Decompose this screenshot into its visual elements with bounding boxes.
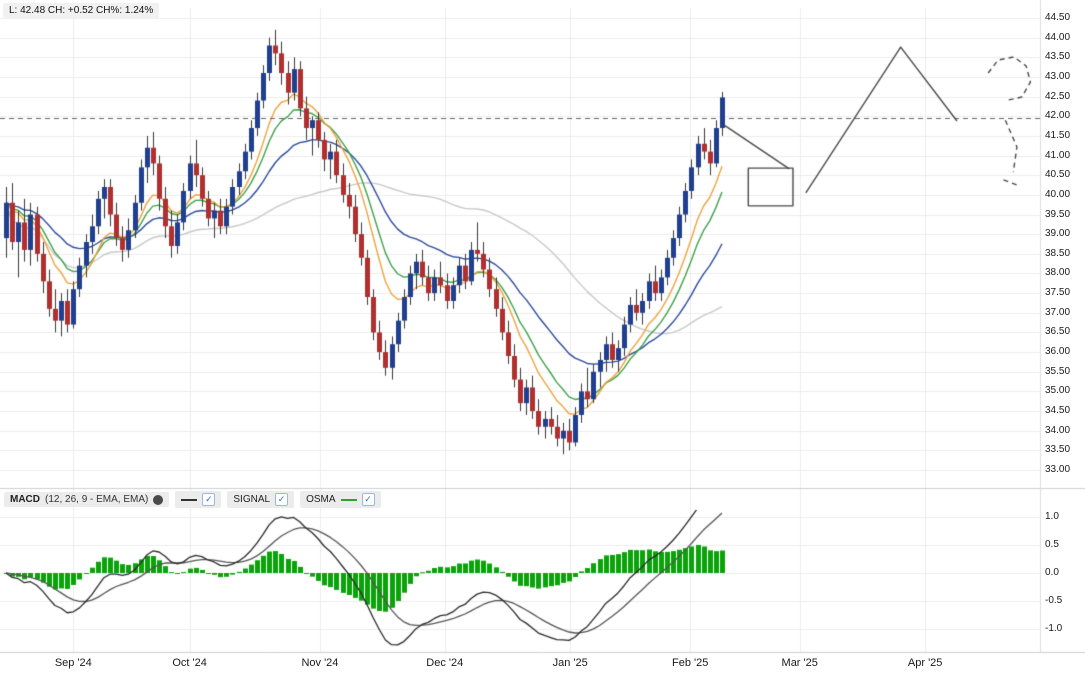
signal-checkbox[interactable]: ✓ bbox=[275, 493, 289, 506]
macd-series-toggle[interactable]: ✓ bbox=[175, 491, 222, 508]
indicator-settings-icon[interactable] bbox=[153, 494, 164, 505]
macd-checkbox[interactable]: ✓ bbox=[202, 493, 216, 506]
macd-legend: MACD (12, 26, 9 - EMA, EMA) ✓ SIGNAL ✓ O… bbox=[4, 491, 381, 508]
quote-summary: L: 42.48 CH: +0.52 CH%: 1.24% bbox=[3, 3, 160, 18]
osma-series-toggle[interactable]: OSMA ✓ bbox=[300, 491, 381, 508]
osma-line-sample-icon bbox=[340, 498, 357, 501]
signal-label: SIGNAL bbox=[233, 494, 271, 505]
signal-series-toggle[interactable]: SIGNAL ✓ bbox=[227, 491, 295, 508]
macd-indicator-label[interactable]: MACD (12, 26, 9 - EMA, EMA) bbox=[4, 492, 170, 507]
macd-params: (12, 26, 9 - EMA, EMA) bbox=[45, 494, 149, 505]
macd-line-sample-icon bbox=[181, 498, 198, 501]
macd-title: MACD bbox=[10, 494, 40, 505]
osma-checkbox[interactable]: ✓ bbox=[361, 493, 375, 506]
osma-label: OSMA bbox=[306, 494, 336, 505]
